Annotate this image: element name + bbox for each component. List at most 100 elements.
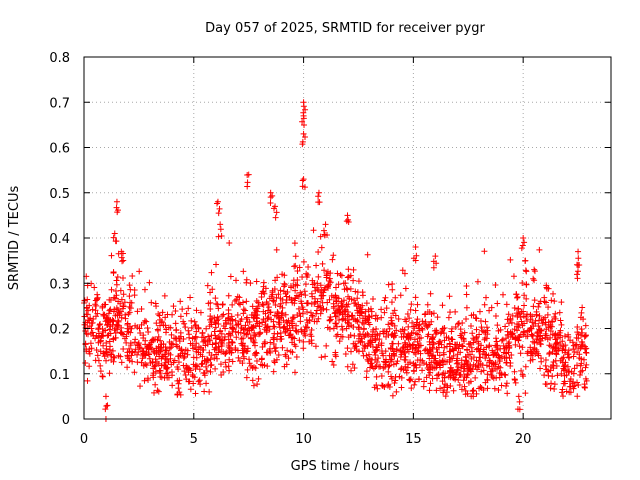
data-point bbox=[243, 374, 250, 381]
data-point bbox=[464, 347, 471, 354]
data-point bbox=[436, 352, 443, 359]
data-point bbox=[317, 233, 324, 240]
data-point bbox=[126, 293, 133, 300]
data-point bbox=[345, 309, 352, 316]
data-point bbox=[404, 310, 411, 317]
data-point bbox=[256, 323, 263, 330]
data-point bbox=[363, 300, 370, 307]
data-point bbox=[447, 348, 454, 355]
data-point bbox=[203, 363, 210, 370]
data-point bbox=[212, 295, 219, 302]
data-point bbox=[106, 326, 113, 333]
data-point bbox=[272, 214, 279, 221]
data-point bbox=[111, 354, 118, 361]
data-point bbox=[306, 338, 313, 345]
data-point bbox=[561, 372, 568, 379]
data-point bbox=[104, 402, 111, 409]
data-point bbox=[291, 335, 298, 342]
data-point bbox=[571, 365, 578, 372]
data-point bbox=[287, 348, 294, 355]
data-point bbox=[463, 358, 470, 365]
data-point bbox=[213, 300, 220, 307]
data-point bbox=[120, 346, 127, 353]
data-point bbox=[111, 230, 118, 237]
data-point bbox=[436, 344, 443, 351]
data-point bbox=[551, 381, 558, 388]
data-point bbox=[299, 118, 306, 125]
data-point bbox=[408, 301, 415, 308]
y-tick-label: 0.7 bbox=[49, 96, 70, 111]
data-point bbox=[333, 312, 340, 319]
data-point bbox=[356, 308, 363, 315]
data-point bbox=[318, 292, 325, 299]
data-point bbox=[483, 324, 490, 331]
data-point bbox=[229, 325, 236, 332]
data-point bbox=[482, 318, 489, 325]
data-point bbox=[188, 317, 195, 324]
data-point bbox=[529, 319, 536, 326]
data-point bbox=[111, 327, 118, 334]
data-point bbox=[271, 323, 278, 330]
data-point bbox=[486, 342, 493, 349]
data-point bbox=[542, 356, 549, 363]
data-point bbox=[301, 330, 308, 337]
data-point bbox=[258, 293, 265, 300]
data-point bbox=[389, 392, 396, 399]
data-point bbox=[565, 369, 572, 376]
data-point bbox=[507, 256, 514, 263]
data-point bbox=[244, 179, 251, 186]
data-point bbox=[541, 372, 548, 379]
data-point bbox=[397, 347, 404, 354]
data-point bbox=[385, 368, 392, 375]
data-point bbox=[280, 324, 287, 331]
data-point bbox=[330, 294, 337, 301]
data-point bbox=[333, 320, 340, 327]
data-point bbox=[352, 340, 359, 347]
data-point bbox=[379, 350, 386, 357]
data-point bbox=[410, 367, 417, 374]
data-point bbox=[100, 312, 107, 319]
data-point bbox=[212, 340, 219, 347]
data-point bbox=[422, 346, 429, 353]
data-point bbox=[325, 281, 332, 288]
data-point bbox=[234, 321, 241, 328]
data-point bbox=[447, 309, 454, 316]
data-point bbox=[452, 323, 459, 330]
data-point bbox=[447, 382, 454, 389]
data-point bbox=[483, 335, 490, 342]
data-point bbox=[374, 385, 381, 392]
data-point bbox=[346, 295, 353, 302]
data-point bbox=[473, 390, 480, 397]
data-point bbox=[533, 311, 540, 318]
data-point bbox=[417, 356, 424, 363]
data-point bbox=[317, 304, 324, 311]
data-point bbox=[360, 315, 367, 322]
data-point bbox=[412, 307, 419, 314]
data-point bbox=[429, 365, 436, 372]
data-point bbox=[215, 316, 222, 323]
data-point bbox=[570, 353, 577, 360]
data-point bbox=[420, 383, 427, 390]
data-point bbox=[438, 341, 445, 348]
data-point bbox=[430, 341, 437, 348]
data-point bbox=[334, 270, 341, 277]
data-point bbox=[429, 375, 436, 382]
data-point bbox=[391, 322, 398, 329]
data-point bbox=[552, 315, 559, 322]
data-point bbox=[498, 382, 505, 389]
data-point bbox=[104, 352, 111, 359]
data-point bbox=[220, 368, 227, 375]
data-point bbox=[132, 346, 139, 353]
data-point bbox=[267, 339, 274, 346]
data-point bbox=[541, 298, 548, 305]
data-point bbox=[407, 342, 414, 349]
data-point bbox=[560, 363, 567, 370]
data-point bbox=[127, 340, 134, 347]
data-point bbox=[308, 300, 315, 307]
data-point bbox=[206, 336, 213, 343]
data-point bbox=[347, 332, 354, 339]
data-point bbox=[235, 300, 242, 307]
data-point bbox=[114, 207, 121, 214]
data-point bbox=[97, 362, 104, 369]
data-point bbox=[373, 325, 380, 332]
